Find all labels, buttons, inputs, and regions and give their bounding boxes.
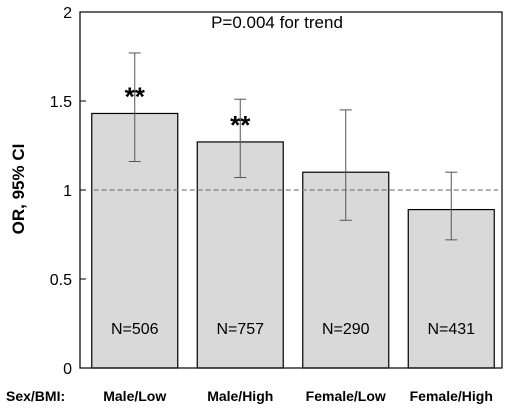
bar-labels: N=506 N=757 N=290 N=431 ** **	[111, 81, 475, 338]
y-tick-label: 1	[63, 183, 72, 200]
y-tick-label: 1.5	[50, 94, 72, 111]
x-axis: Male/Low Male/High Female/Low Female/High	[103, 388, 493, 404]
bars	[91, 112, 495, 369]
x-category-label: Female/Low	[306, 388, 386, 404]
x-axis-label: Sex/BMI:	[6, 388, 65, 404]
significance-marker: **	[230, 110, 251, 140]
plot-frame	[79, 11, 503, 369]
x-category-label: Male/Low	[103, 388, 166, 404]
y-tick-label: 0.5	[50, 272, 72, 289]
y-tick-label: 0	[63, 361, 72, 378]
bar-n-label: N=290	[322, 321, 370, 338]
y-axis: 0 0.5 1 1.5 2	[50, 5, 86, 378]
y-tick-label: 2	[63, 5, 72, 22]
x-category-label: Female/High	[410, 388, 493, 404]
x-category-label: Male/High	[207, 388, 273, 404]
bar-n-label: N=431	[427, 321, 475, 338]
y-axis-label: OR, 95% CI	[9, 144, 28, 235]
bar-n-label: N=757	[216, 321, 264, 338]
trend-annotation: P=0.004 for trend	[211, 13, 343, 32]
error-bars	[128, 52, 458, 241]
bar-n-label: N=506	[111, 321, 159, 338]
significance-marker: **	[125, 81, 146, 111]
